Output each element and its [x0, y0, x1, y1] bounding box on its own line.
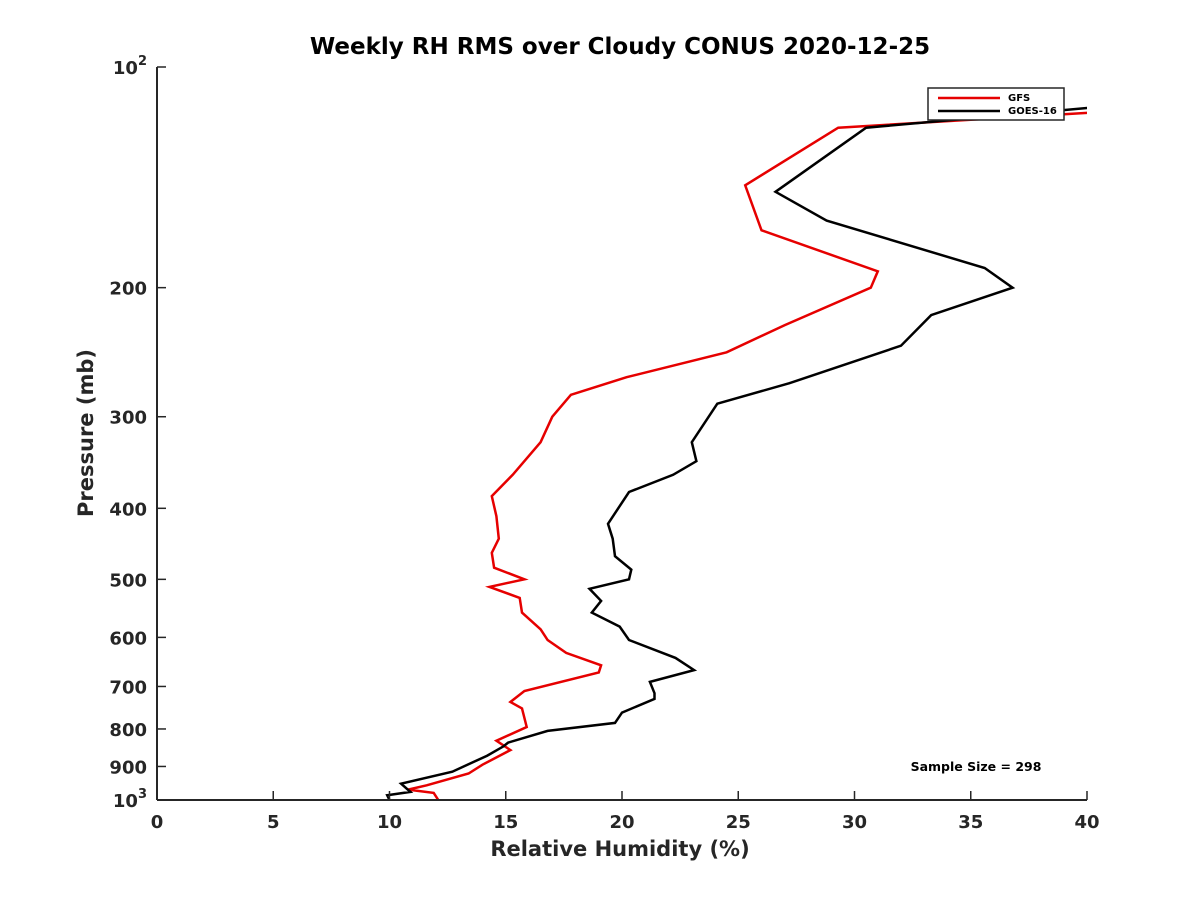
y-tick-label: 500 [109, 570, 147, 591]
series-layer [385, 106, 1087, 800]
x-ticks: 0 5 10 15 20 25 30 35 40 [151, 791, 1100, 833]
x-tick-label: 35 [958, 812, 983, 833]
y-tick-label: 200 [109, 279, 147, 300]
y-tick-label: 800 [109, 720, 147, 741]
legend-label-gfs: GFS [1008, 93, 1030, 104]
y-axis-label: Pressure (mb) [74, 349, 98, 517]
x-tick-label: 5 [267, 812, 280, 833]
x-tick-label: 15 [493, 812, 518, 833]
y-tick-label: 300 [109, 408, 147, 429]
y-ticks: 102 200 300 400 500 600 700 800 900 103 [109, 54, 166, 812]
y-tick-label: 102 [113, 54, 147, 79]
x-tick-label: 20 [609, 812, 634, 833]
axes-layer [156, 67, 1087, 801]
sample-size-annotation: Sample Size = 298 [911, 759, 1042, 774]
x-axis-label: Relative Humidity (%) [490, 837, 749, 861]
series-line-goes16 [385, 106, 1087, 800]
x-tick-label: 10 [377, 812, 402, 833]
y-tick-label: 400 [109, 499, 147, 520]
legend-label-goes16: GOES-16 [1008, 106, 1057, 117]
chart-title: Weekly RH RMS over Cloudy CONUS 2020-12-… [310, 34, 930, 60]
y-tick-label: 600 [109, 628, 147, 649]
legend-box [927, 87, 1065, 121]
series-line-gfs [407, 111, 1087, 800]
y-tick-label: 700 [109, 677, 147, 698]
y-tick-label: 900 [109, 757, 147, 778]
x-tick-label: 25 [726, 812, 751, 833]
x-tick-label: 0 [151, 812, 164, 833]
legend: GFS GOES-16 [927, 87, 1065, 121]
x-tick-label: 40 [1074, 812, 1099, 833]
y-tick-label: 103 [113, 787, 147, 812]
x-tick-label: 30 [842, 812, 867, 833]
